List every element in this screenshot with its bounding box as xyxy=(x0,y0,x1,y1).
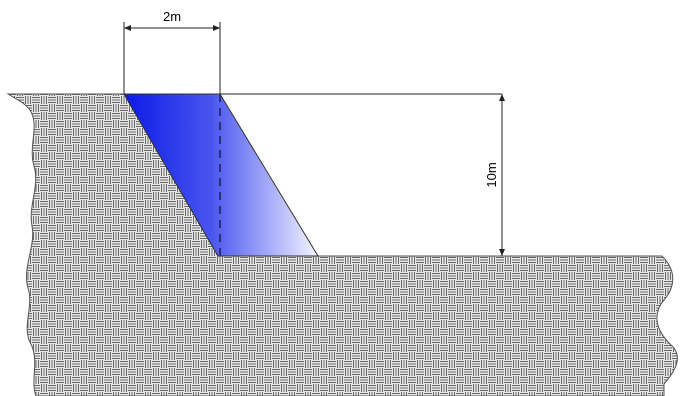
shaded-wedge xyxy=(123,93,319,257)
height-arrow-top xyxy=(499,94,505,101)
width-arrow-right xyxy=(213,25,220,31)
height-label: 10m xyxy=(484,162,499,187)
width-arrow-left xyxy=(124,25,131,31)
height-arrow-bottom xyxy=(499,249,505,256)
width-label: 2m xyxy=(163,9,181,24)
ground-mass xyxy=(6,93,678,396)
